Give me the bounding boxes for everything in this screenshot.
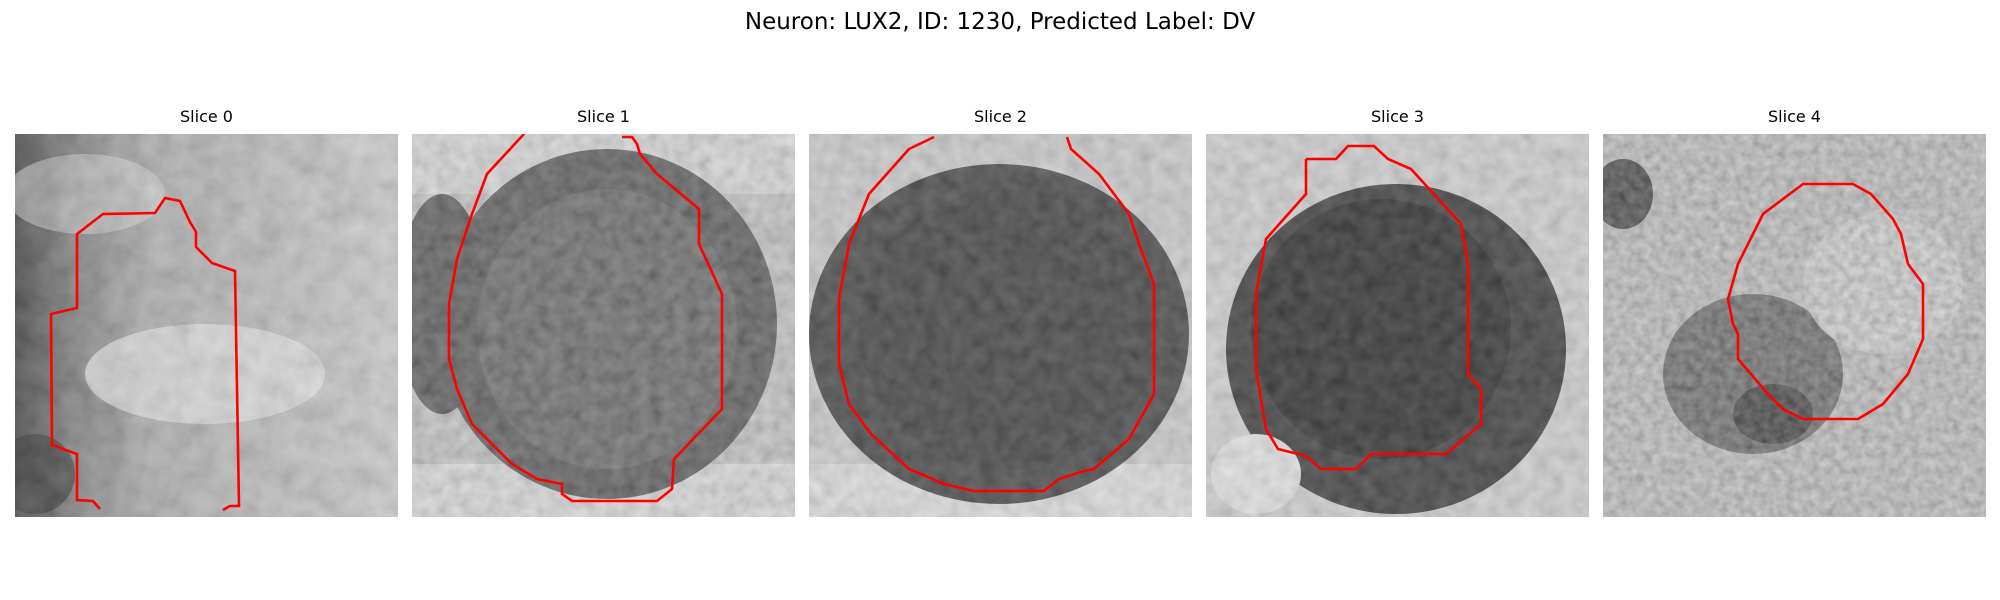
outline-1: [447, 134, 724, 503]
figure-title: Neuron: LUX2, ID: 1230, Predicted Label:…: [744, 9, 1256, 35]
slice-title-4: Slice 4: [1768, 107, 1821, 126]
slice-title-3: Slice 3: [1371, 107, 1424, 126]
outline-3: [1254, 144, 1483, 471]
slice-panel-4: Slice 4: [1603, 107, 1986, 517]
slice-image-2: [809, 134, 1192, 517]
slice-panel-1: Slice 1: [412, 107, 795, 517]
slice-title-1: Slice 1: [577, 107, 630, 126]
outline-2: [837, 135, 1156, 493]
slice-image-3: [1206, 134, 1589, 517]
slice-panel-3: Slice 3: [1206, 107, 1589, 517]
slice-image-1: [412, 134, 795, 517]
slice-panel-2: Slice 2: [809, 107, 1192, 517]
slice-title-0: Slice 0: [180, 107, 233, 126]
slice-title-2: Slice 2: [974, 107, 1027, 126]
slice-panel-0: Slice 0: [15, 107, 398, 517]
slice-image-4: [1603, 134, 1986, 517]
outline-4: [1726, 182, 1925, 421]
outline-0: [49, 196, 241, 512]
slice-image-0: [15, 134, 398, 517]
